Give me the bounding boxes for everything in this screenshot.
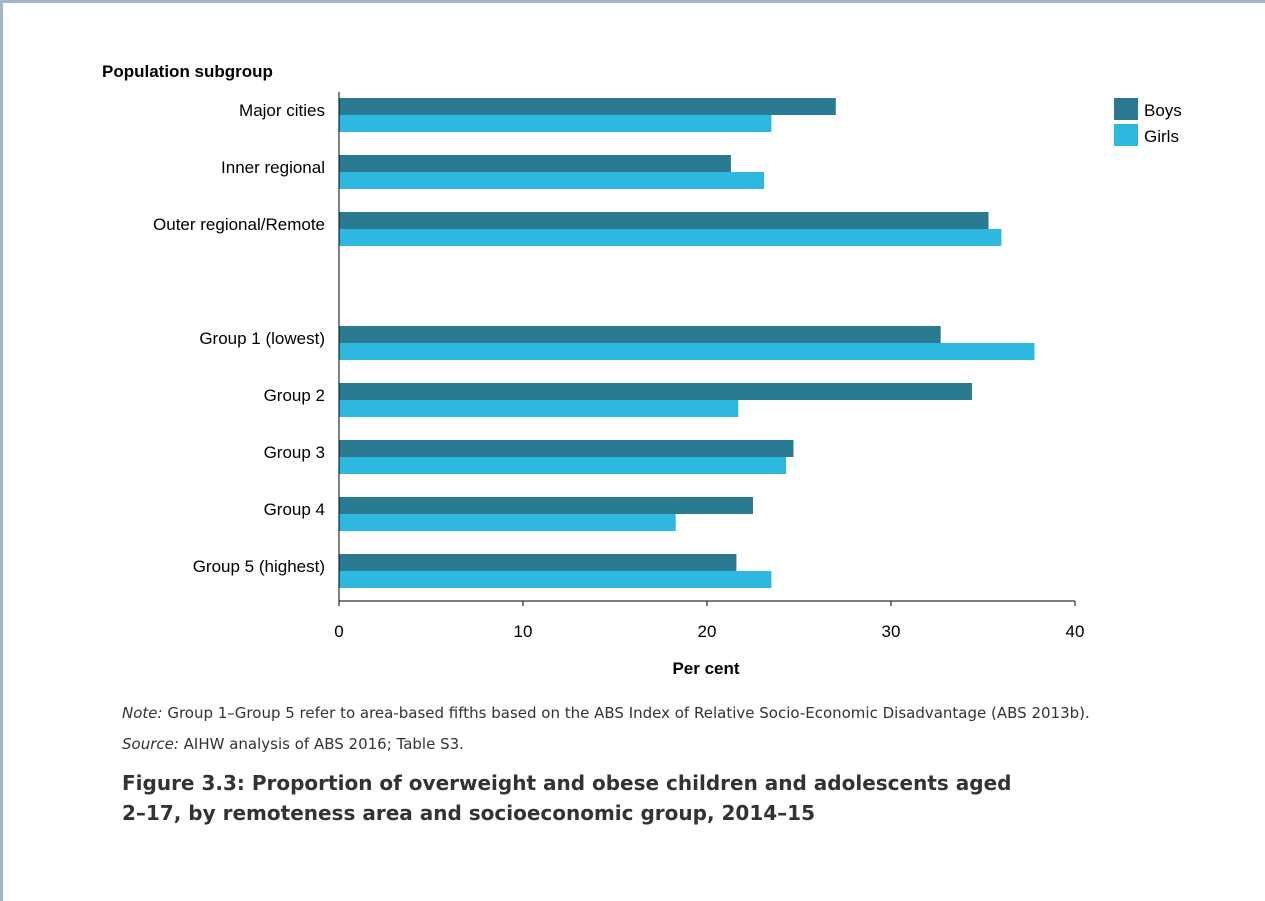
bar-boys-group-2 <box>339 383 972 400</box>
x-tick-label: 10 <box>514 622 533 641</box>
bar-boys-outer-regional-remote <box>339 212 989 229</box>
bars-group <box>339 98 1035 588</box>
x-axis-title: Per cent <box>672 659 739 678</box>
bar-girls-major-cities <box>339 115 772 132</box>
bar-girls-group-4 <box>339 514 676 531</box>
bar-girls-group-5-highest <box>339 571 772 588</box>
bar-boys-group-3 <box>339 440 794 457</box>
bar-boys-major-cities <box>339 98 836 115</box>
legend: Boys Girls <box>1114 98 1182 146</box>
category-label: Group 1 (lowest) <box>199 329 325 348</box>
bar-boys-group-4 <box>339 497 753 514</box>
category-label: Inner regional <box>221 158 325 177</box>
note-label: Note: <box>122 704 163 722</box>
legend-label-boys: Boys <box>1144 101 1182 120</box>
source-label: Source: <box>122 735 179 753</box>
source-text: AIHW analysis of ABS 2016; Table S3. <box>178 735 464 753</box>
bar-girls-group-1-lowest <box>339 343 1035 360</box>
bar-girls-group-2 <box>339 400 739 417</box>
bar-girls-outer-regional-remote <box>339 229 1002 246</box>
x-tick-label: 40 <box>1066 622 1085 641</box>
y-axis-title: Population subgroup <box>102 62 273 81</box>
x-tick-label: 20 <box>698 622 717 641</box>
x-tick-label: 30 <box>882 622 901 641</box>
category-label: Group 5 (highest) <box>193 557 325 576</box>
bar-boys-group-1-lowest <box>339 326 941 343</box>
chart-source: Source: AIHW analysis of ABS 2016; Table… <box>122 735 464 753</box>
legend-swatch-boys <box>1114 98 1138 120</box>
category-label: Group 2 <box>264 386 325 405</box>
bar-boys-group-5-highest <box>339 554 737 571</box>
category-label: Outer regional/Remote <box>153 215 325 234</box>
x-tick-label: 0 <box>334 622 343 641</box>
category-label: Major cities <box>239 101 325 120</box>
bar-girls-inner-regional <box>339 172 765 189</box>
note-text: Group 1–Group 5 refer to area-based fift… <box>162 704 1090 722</box>
bar-boys-inner-regional <box>339 155 731 172</box>
legend-swatch-girls <box>1114 124 1138 146</box>
axes-group: Major cities Inner regional Outer regional… <box>153 92 1084 641</box>
bar-girls-group-3 <box>339 457 787 474</box>
category-label: Group 4 <box>264 500 325 519</box>
bar-chart: Population subgroup Per cent Major citie… <box>102 62 1182 678</box>
chart-note: Note: Group 1–Group 5 refer to area-base… <box>122 704 1090 722</box>
figure-caption: Figure 3.3: Proportion of overweight and… <box>122 771 1012 825</box>
category-label: Group 3 <box>264 443 325 462</box>
legend-label-girls: Girls <box>1144 127 1179 146</box>
